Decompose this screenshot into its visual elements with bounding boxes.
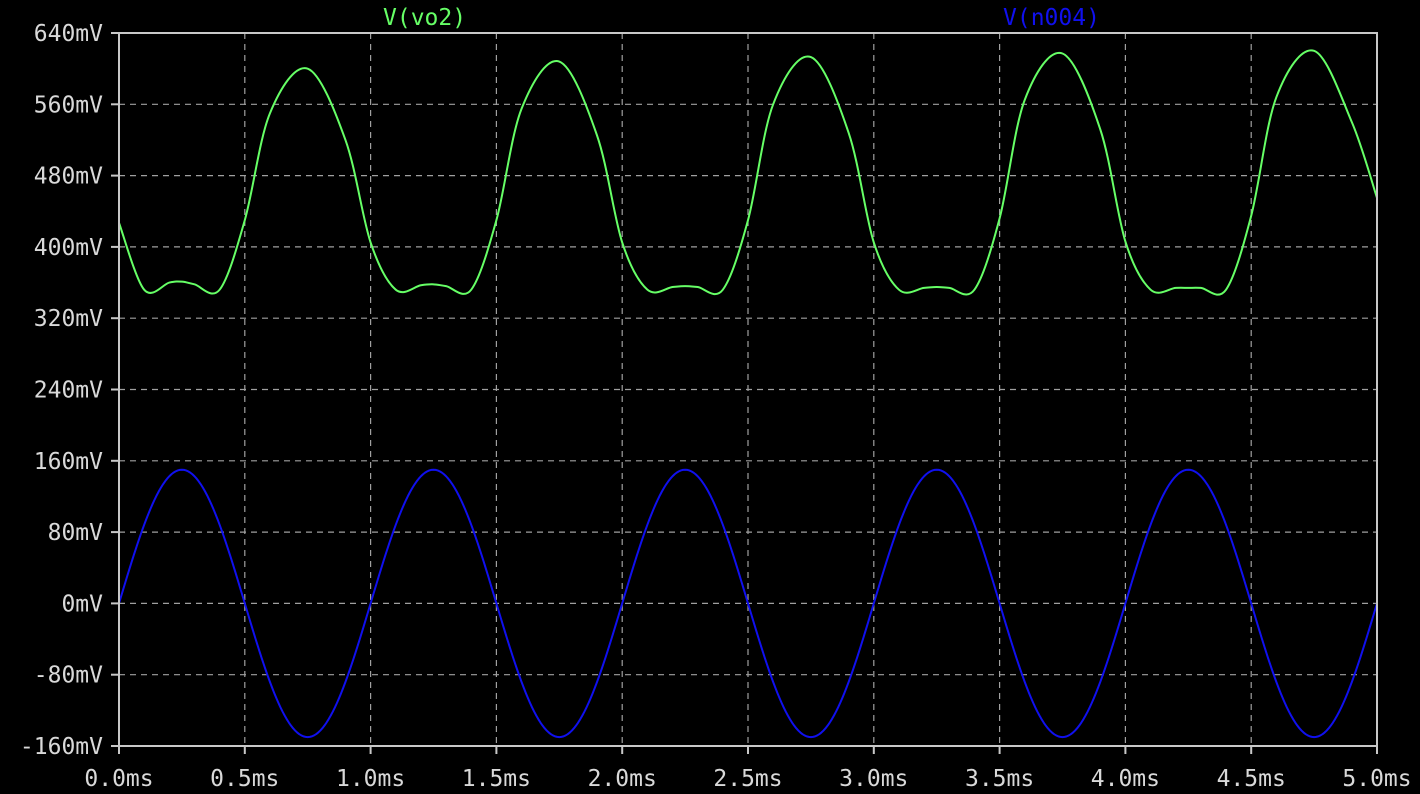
- x-tick-label: 2.5ms: [713, 766, 782, 792]
- y-tick-label: 0mV: [61, 591, 103, 617]
- x-tick-label: 4.5ms: [1217, 766, 1286, 792]
- x-tick-label: 1.5ms: [462, 766, 531, 792]
- y-tick-label: 480mV: [34, 164, 103, 190]
- traces: [119, 50, 1377, 737]
- legend-n004[interactable]: V(n004): [1003, 5, 1100, 31]
- x-tick-label: 5.0ms: [1342, 766, 1411, 792]
- legend-vo2[interactable]: V(vo2): [383, 5, 466, 31]
- y-tick-label: 240mV: [34, 378, 103, 404]
- y-tick-label: -160mV: [20, 734, 103, 760]
- y-tick-label: -80mV: [34, 663, 103, 689]
- x-tick-label: 2.0ms: [588, 766, 657, 792]
- x-tick-label: 4.0ms: [1091, 766, 1160, 792]
- legend: V(vo2) V(n004): [383, 5, 1100, 31]
- x-tick-label: 3.0ms: [839, 766, 908, 792]
- axis-ticks: 0.0ms 0.5ms 1.0ms 1.5ms 2.0ms 2.5ms 3.0ms 3.5ms…: [20, 21, 1412, 792]
- y-tick-label: 400mV: [34, 235, 103, 261]
- x-tick-label: 0.0ms: [84, 766, 153, 792]
- y-tick-label: 320mV: [34, 306, 103, 332]
- x-tick-label: 1.0ms: [336, 766, 405, 792]
- grid-lines: [119, 33, 1377, 746]
- y-tick-label: 560mV: [34, 92, 103, 118]
- x-tick-label: 0.5ms: [210, 766, 279, 792]
- y-tick-label: 160mV: [34, 449, 103, 475]
- y-tick-label: 640mV: [34, 21, 103, 47]
- x-tick-label: 3.5ms: [965, 766, 1034, 792]
- y-tick-label: 80mV: [48, 520, 104, 546]
